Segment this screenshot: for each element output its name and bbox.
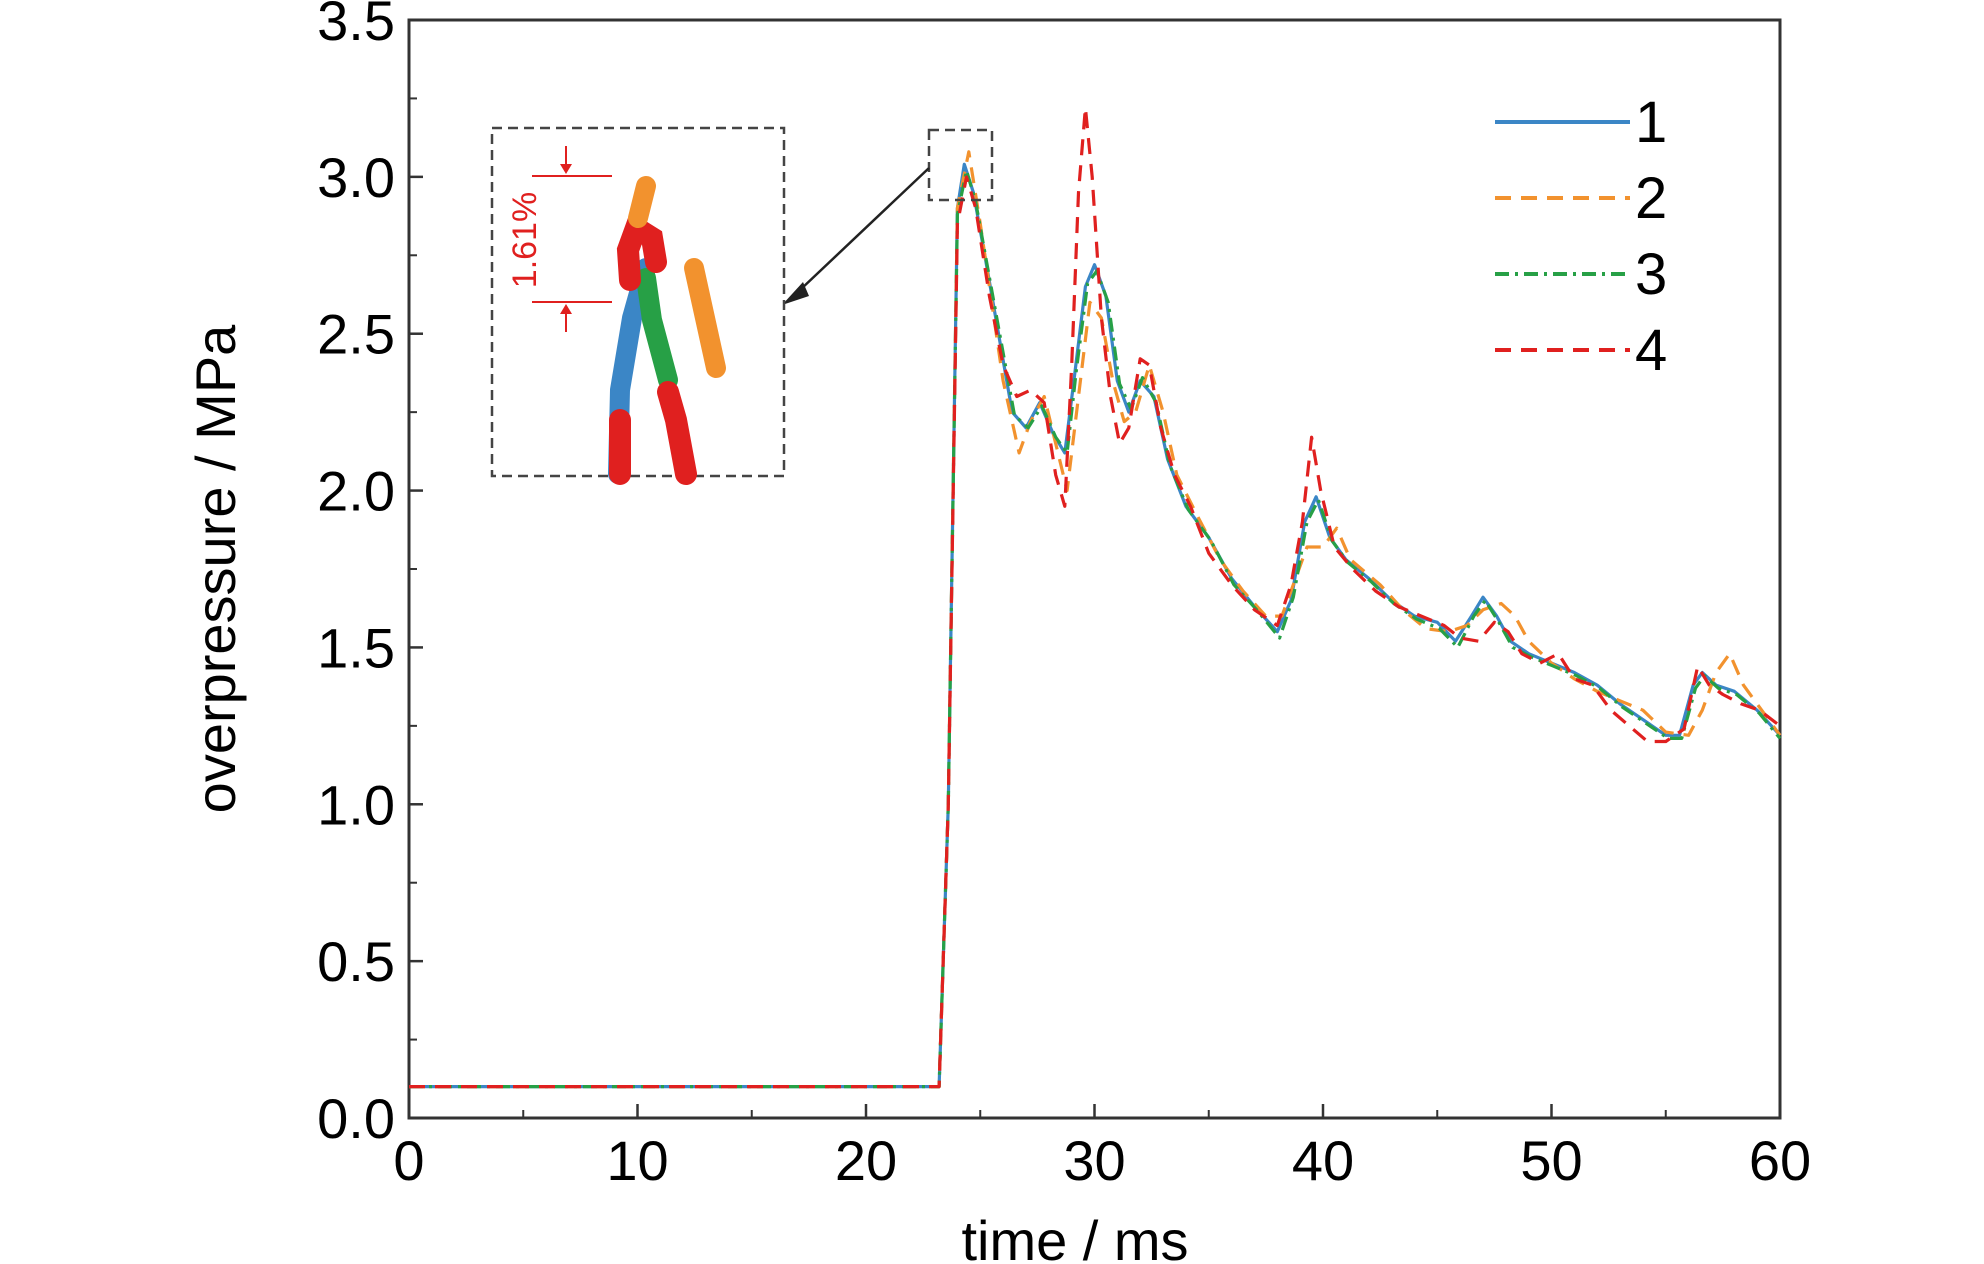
y-tick-label: 1.5 [317, 616, 395, 679]
zoom-target-box [927, 128, 994, 202]
y-tick-label: 0.5 [317, 930, 395, 993]
x-tick-label: 50 [1520, 1129, 1582, 1192]
zoom-arrow-line [799, 167, 930, 291]
inset-trace-green [636, 268, 678, 390]
legend: 1 2 3 4 [1495, 90, 1667, 383]
x-tick-label: 0 [393, 1129, 424, 1192]
y-axis-title: overpressure / MPa [184, 324, 247, 813]
legend-label-1: 1 [1635, 90, 1667, 155]
y-tick-label: 3.5 [317, 0, 395, 52]
inset-trace-red-peak [616, 211, 667, 291]
x-tick-label: 30 [1063, 1129, 1125, 1192]
inset-trace-orange-side [684, 258, 726, 378]
dimension-label: 1.61% [506, 192, 544, 288]
series-line-3 [409, 169, 1782, 1089]
x-axis-title: time / ms [961, 1209, 1188, 1264]
x-tick-label: 60 [1749, 1129, 1811, 1192]
inset-trace-orange-peak [628, 176, 656, 228]
axis-ticks [407, 18, 1782, 1120]
legend-label-2: 2 [1635, 166, 1667, 231]
y-tick-label: 1.0 [317, 773, 395, 836]
inset-trace-red-mid [657, 381, 697, 485]
y-tick-label: 0.0 [317, 1087, 395, 1150]
zoom-annotation: 1.61% [490, 126, 994, 485]
legend-label-4: 4 [1635, 318, 1667, 383]
y-tick-label: 2.5 [317, 303, 395, 366]
x-tick-label: 40 [1292, 1129, 1354, 1192]
series-line-4 [409, 106, 1781, 1089]
y-tick-label: 2.0 [317, 460, 395, 523]
legend-label-3: 3 [1635, 242, 1667, 307]
x-tick-label: 10 [606, 1129, 668, 1192]
dimension-top-arrowhead [560, 164, 572, 174]
x-tick-label: 20 [835, 1129, 897, 1192]
dimension-bottom-arrowhead [560, 304, 572, 314]
series-layer [409, 106, 1782, 1089]
y-tick-label: 3.0 [317, 146, 395, 209]
zoom-arrow-head [782, 282, 809, 305]
axis-tick-labels: 0 10 20 30 40 50 60 0.0 0.5 1.0 1.5 2.0 2.5 3.0 3.5 [317, 0, 1811, 1192]
